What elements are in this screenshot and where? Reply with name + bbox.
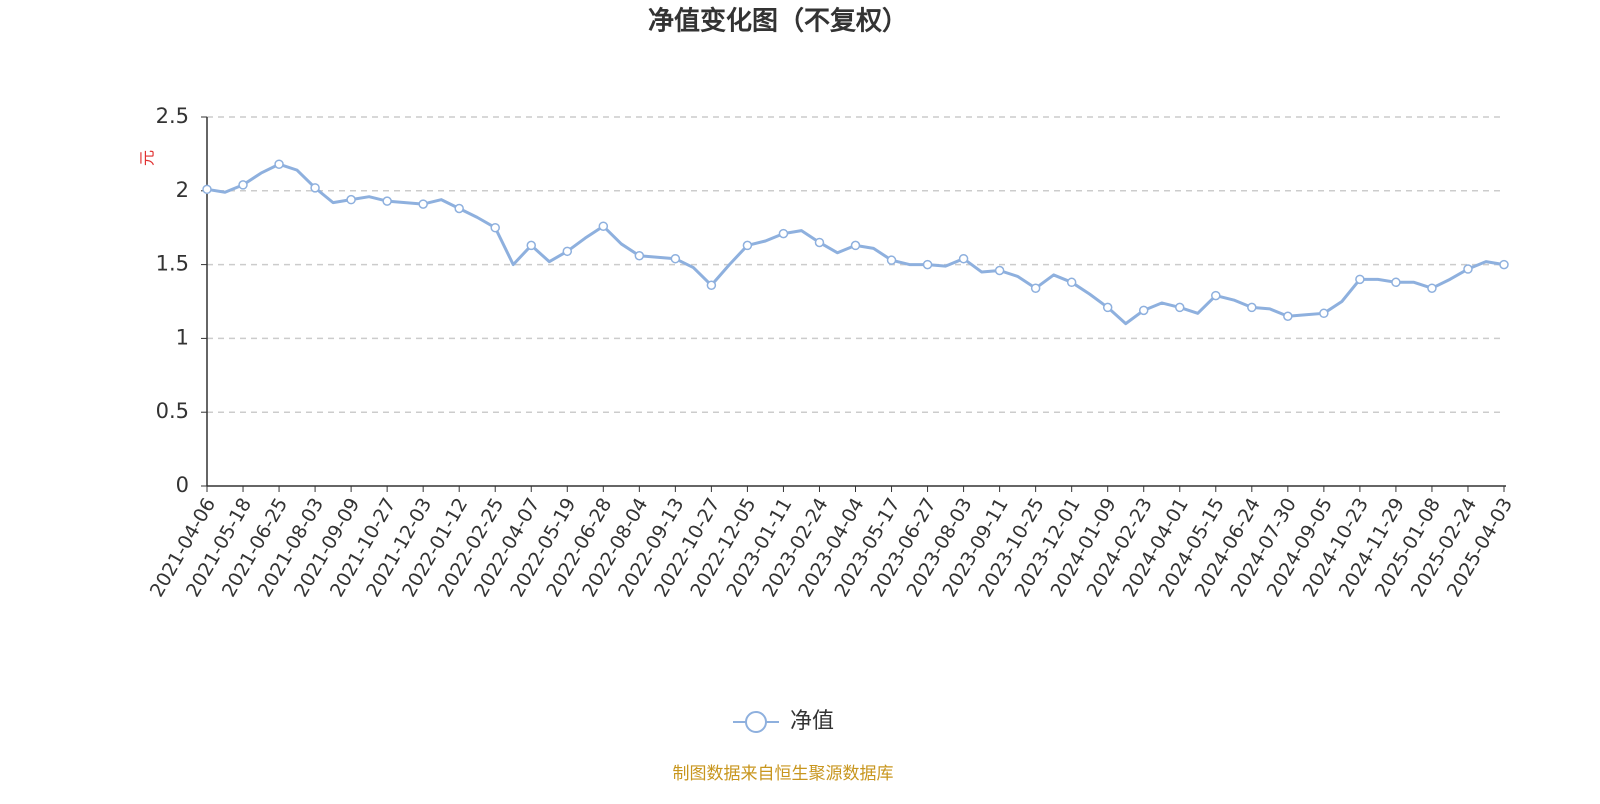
data-point xyxy=(454,203,464,214)
data-point xyxy=(598,221,609,231)
data-point xyxy=(814,237,825,248)
data-point xyxy=(526,240,536,251)
y-tick-label: 2 xyxy=(176,178,189,202)
data-point xyxy=(418,199,428,209)
legend-label: 净值 xyxy=(790,709,834,734)
data-point xyxy=(1391,277,1401,288)
data-point xyxy=(634,250,645,261)
data-point xyxy=(274,159,284,169)
data-point xyxy=(778,228,789,239)
y-tick-label: 0.5 xyxy=(156,399,189,423)
data-point xyxy=(1138,305,1149,316)
data-point xyxy=(1066,277,1077,288)
data-point xyxy=(346,194,356,205)
data-point xyxy=(1319,308,1329,319)
source-note: 制图数据来自恒生聚源数据库 xyxy=(673,764,894,784)
data-point xyxy=(1175,302,1185,313)
data-point xyxy=(958,253,969,264)
data-point xyxy=(850,240,861,251)
y-tick-label: 1.5 xyxy=(156,252,189,276)
data-point xyxy=(238,180,248,190)
data-point xyxy=(1030,283,1041,293)
data-point xyxy=(1427,283,1437,293)
data-point xyxy=(886,255,897,265)
chart-title: 净值变化图（不复权） xyxy=(648,6,908,37)
data-point xyxy=(994,265,1005,276)
legend-marker xyxy=(745,711,767,733)
data-point xyxy=(490,222,500,233)
y-tick-label: 2.5 xyxy=(156,104,189,128)
data-point xyxy=(310,183,320,193)
data-point xyxy=(1247,302,1257,313)
y-tick-label: 0 xyxy=(176,473,189,497)
y-axis-label: 元 xyxy=(138,150,157,166)
data-point xyxy=(1283,311,1293,322)
y-tick-label: 1 xyxy=(176,325,189,349)
data-point xyxy=(670,253,681,264)
data-point xyxy=(922,259,933,270)
data-point xyxy=(1211,290,1221,301)
data-point xyxy=(382,196,392,206)
data-point xyxy=(1499,259,1509,270)
data-point xyxy=(202,184,212,195)
data-point xyxy=(742,240,753,251)
data-point xyxy=(1102,302,1113,313)
data-point xyxy=(1355,274,1365,285)
data-point xyxy=(1463,264,1473,274)
data-point xyxy=(562,246,573,257)
data-point xyxy=(706,280,717,291)
